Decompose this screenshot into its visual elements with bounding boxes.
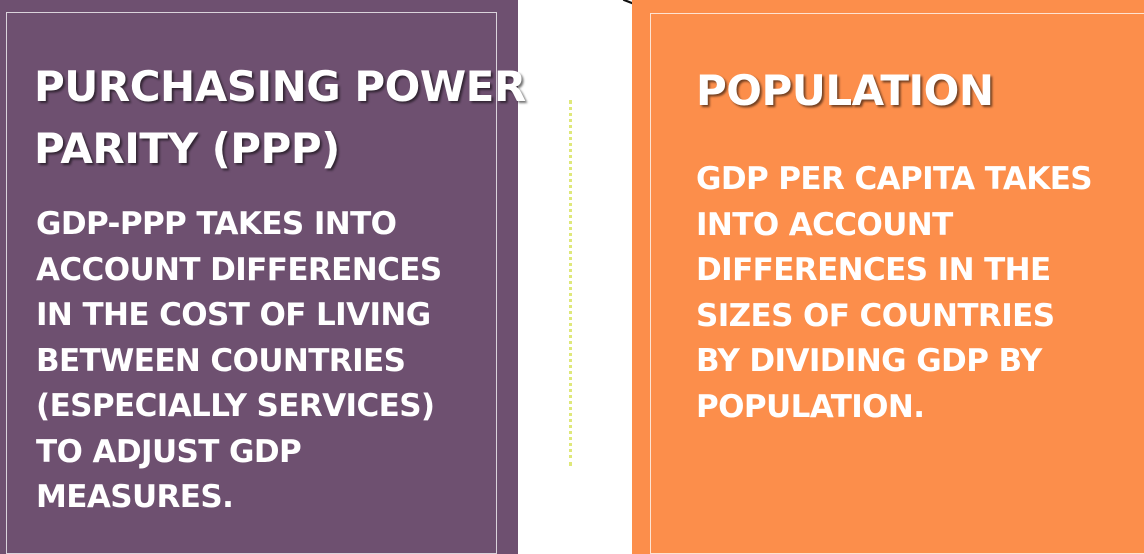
ppp-description: GDP-PPP TAKES INTO ACCOUNT DIFFERENCES I… xyxy=(36,202,442,521)
ppp-description-line: GDP-PPP TAKES INTO xyxy=(36,206,397,242)
ppp-description-line: BETWEEN COUNTRIES xyxy=(36,342,406,379)
ppp-description-line: (ESPECIALLY SERVICES) xyxy=(36,388,435,424)
ppp-description-line: MEASURES. xyxy=(36,479,234,515)
population-description-line: SIZES OF COUNTRIES xyxy=(696,297,1055,334)
dotted-divider xyxy=(569,100,572,466)
population-description-line: GDP PER CAPITA TAKES xyxy=(696,161,1093,197)
population-description-line: DIFFERENCES IN THE xyxy=(696,252,1051,288)
population-description-line: POPULATION. xyxy=(696,388,925,425)
ppp-heading-line: PURCHASING POWER xyxy=(34,62,526,111)
population-description-line: BY DIVIDING GDP BY xyxy=(696,343,1042,379)
population-panel: POPULATION GDP PER CAPITA TAKES INTO ACC… xyxy=(632,0,1144,554)
population-heading-line: POPULATION xyxy=(696,66,994,115)
ppp-heading-line: PARITY (PPP) xyxy=(34,124,340,173)
population-description-line: INTO ACCOUNT xyxy=(696,206,953,243)
ppp-description-line: ACCOUNT DIFFERENCES xyxy=(36,251,442,288)
ppp-panel: PURCHASING POWER PARITY (PPP) GDP-PPP TA… xyxy=(0,0,526,554)
population-heading: POPULATION xyxy=(696,60,994,122)
ppp-description-line: IN THE COST OF LIVING xyxy=(36,297,431,333)
population-description: GDP PER CAPITA TAKES INTO ACCOUNT DIFFER… xyxy=(696,157,1093,430)
ppp-heading: PURCHASING POWER PARITY (PPP) xyxy=(34,56,526,180)
ppp-description-line: TO ADJUST GDP xyxy=(36,433,302,470)
